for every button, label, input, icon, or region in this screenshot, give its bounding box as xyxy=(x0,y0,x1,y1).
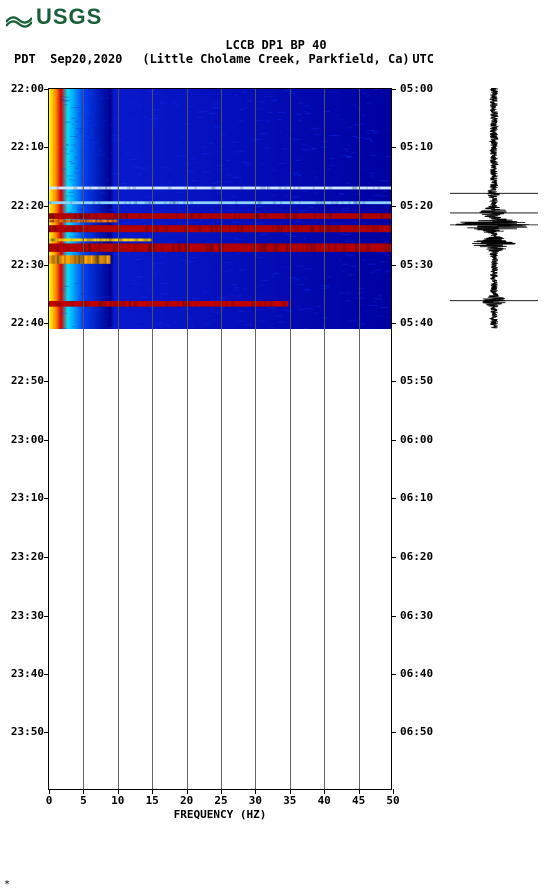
pdt-tick-label: 23:50 xyxy=(4,725,44,738)
x-tick-label: 20 xyxy=(180,794,193,807)
x-tick-label: 35 xyxy=(283,794,296,807)
x-tick-label: 45 xyxy=(352,794,365,807)
x-tick-label: 40 xyxy=(318,794,331,807)
utc-tick-label: 06:10 xyxy=(400,491,440,504)
utc-tick-label: 05:00 xyxy=(400,82,440,95)
pdt-tick-label: 22:10 xyxy=(4,140,44,153)
x-tick-label: 0 xyxy=(46,794,53,807)
pdt-tick-label: 23:20 xyxy=(4,550,44,563)
spectrogram-plot: 05101520253035404550 FREQUENCY (HZ) xyxy=(48,88,392,790)
pdt-tick-label: 23:30 xyxy=(4,609,44,622)
pdt-tick-label: 23:40 xyxy=(4,667,44,680)
pdt-tick-label: 23:10 xyxy=(4,491,44,504)
spectrogram-data xyxy=(49,89,391,329)
pdt-tick-label: 23:00 xyxy=(4,433,44,446)
x-tick-label: 30 xyxy=(249,794,262,807)
usgs-text: USGS xyxy=(36,4,102,30)
utc-tick-label: 06:20 xyxy=(400,550,440,563)
x-tick-label: 5 xyxy=(80,794,87,807)
utc-tick-label: 05:20 xyxy=(400,199,440,212)
utc-tick-label: 05:40 xyxy=(400,316,440,329)
pdt-tick-label: 22:30 xyxy=(4,258,44,271)
utc-tick-label: 05:30 xyxy=(400,258,440,271)
station-title: LCCB DP1 BP 40 xyxy=(0,38,552,52)
usgs-wave-icon xyxy=(6,8,32,26)
location-title: (Little Cholame Creek, Parkfield, Ca) xyxy=(0,52,552,66)
pdt-tick-label: 22:40 xyxy=(4,316,44,329)
x-tick-label: 15 xyxy=(146,794,159,807)
utc-tick-label: 06:00 xyxy=(400,433,440,446)
waveform-trace xyxy=(446,88,542,790)
pdt-tick-label: 22:20 xyxy=(4,199,44,212)
utc-tick-label: 05:10 xyxy=(400,140,440,153)
utc-tick-label: 06:30 xyxy=(400,609,440,622)
x-tick-label: 50 xyxy=(386,794,399,807)
utc-tick-label: 06:50 xyxy=(400,725,440,738)
x-tick-label: 10 xyxy=(111,794,124,807)
plot-wrap: 22:00 22:10 22:20 22:30 22:40 22:50 23:00 23:10… xyxy=(0,84,552,844)
pdt-tick-label: 22:00 xyxy=(4,82,44,95)
x-axis-title: FREQUENCY (HZ) xyxy=(174,808,267,821)
usgs-logo: USGS xyxy=(6,4,102,30)
utc-tick-label: 06:40 xyxy=(400,667,440,680)
x-tick-label: 25 xyxy=(214,794,227,807)
pdt-tick-label: 22:50 xyxy=(4,374,44,387)
utc-label: UTC xyxy=(412,52,434,66)
waveform-column xyxy=(446,88,542,790)
utc-tick-label: 05:50 xyxy=(400,374,440,387)
footer-mark: * xyxy=(4,879,10,890)
